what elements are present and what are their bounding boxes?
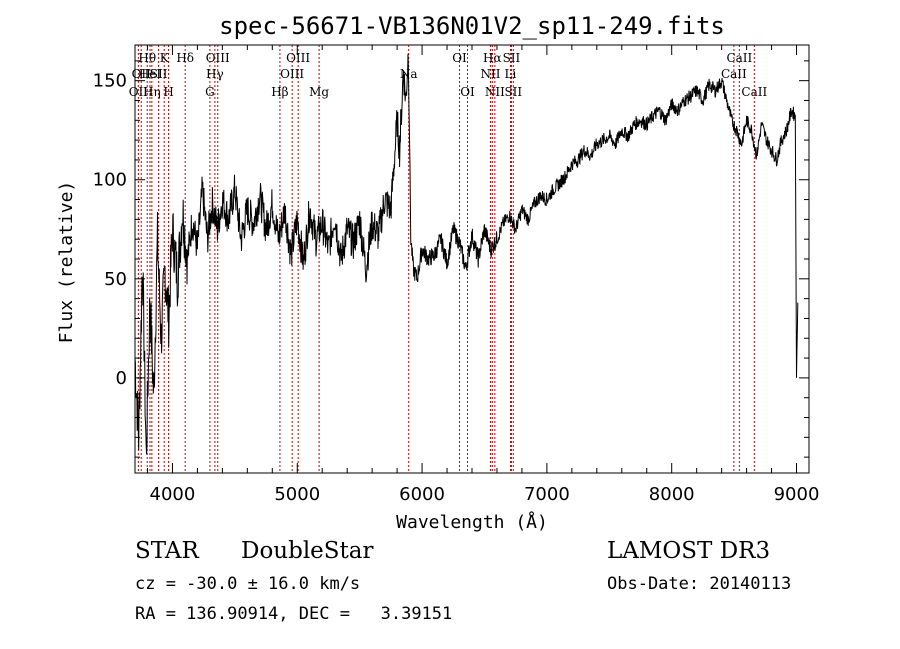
line-label-5: SII xyxy=(150,67,168,81)
line-label-14: OIII xyxy=(286,51,310,65)
line-label-22: Li xyxy=(505,67,517,81)
line-label-6: K xyxy=(160,51,170,65)
y-tick-label-1: 50 xyxy=(104,269,127,290)
line-label-18: OI xyxy=(460,85,475,99)
x-axis-ticks: 4000 5000 6000 7000 8000 9000 xyxy=(146,45,820,505)
plot-frame xyxy=(134,44,810,474)
line-label-13: OIII xyxy=(280,67,304,81)
y-tick-label-3: 150 xyxy=(93,71,127,92)
line-label-12: Hβ xyxy=(271,85,288,99)
x-tick-label-5: 9000 xyxy=(774,484,820,505)
object-class: STAR xyxy=(135,538,199,564)
line-label-2: Hθ xyxy=(138,51,156,65)
spectrum-series-line xyxy=(134,53,799,455)
line-label-9: G xyxy=(205,85,215,99)
emission-line-markers xyxy=(137,45,755,473)
redshift-cz: cz = -30.0 ± 16.0 km/s xyxy=(135,574,361,594)
line-label-7: H xyxy=(163,85,173,99)
x-tick-label-1: 5000 xyxy=(274,484,320,505)
line-label-27: CaII xyxy=(741,85,767,99)
line-label-19: NII xyxy=(480,67,500,81)
y-tick-label-0: 0 xyxy=(116,368,127,389)
object-subclass: DoubleStar xyxy=(241,538,374,564)
line-label-21: NII xyxy=(485,85,505,99)
y-axis-ticks: 0 50 100 150 xyxy=(93,60,809,458)
line-label-8: Hδ xyxy=(176,51,194,65)
x-tick-label-0: 4000 xyxy=(150,484,196,505)
y-axis-label: Flux (relative) xyxy=(56,181,77,344)
ra-dec-coordinates: RA = 136.90914, DEC = 3.39151 xyxy=(135,604,453,624)
line-label-0: OII xyxy=(129,85,149,99)
x-tick-label-4: 8000 xyxy=(649,484,695,505)
observation-date: Obs-Date: 20140113 xyxy=(607,574,792,594)
line-label-24: SII xyxy=(504,85,522,99)
line-label-26: CaII xyxy=(726,51,752,65)
line-label-20: Hα xyxy=(483,51,502,65)
line-label-4: Hη xyxy=(143,85,161,99)
x-axis-label: Wavelength (Å) xyxy=(396,511,548,533)
line-label-17: OI xyxy=(452,51,467,65)
emission-line-labels: OII OII Hθ HeI Hη SII K H Hδ G Hγ OIII Hβ OIII OIII Mg N… xyxy=(129,51,768,99)
line-label-3: HeI xyxy=(139,67,162,81)
line-label-1: OII xyxy=(132,67,152,81)
x-tick-label-3: 7000 xyxy=(524,484,570,505)
line-label-10: Hγ xyxy=(206,67,224,81)
line-label-15: Mg xyxy=(309,85,329,99)
y-tick-label-2: 100 xyxy=(93,170,127,191)
line-label-11: OIII xyxy=(206,51,230,65)
survey-name: LAMOST DR3 xyxy=(607,538,771,564)
line-label-25: CaII xyxy=(721,67,747,81)
x-tick-label-2: 6000 xyxy=(399,484,445,505)
chart-title: spec-56671-VB136N01V2_sp11-249.fits xyxy=(219,12,725,40)
line-label-23: SII xyxy=(503,51,521,65)
